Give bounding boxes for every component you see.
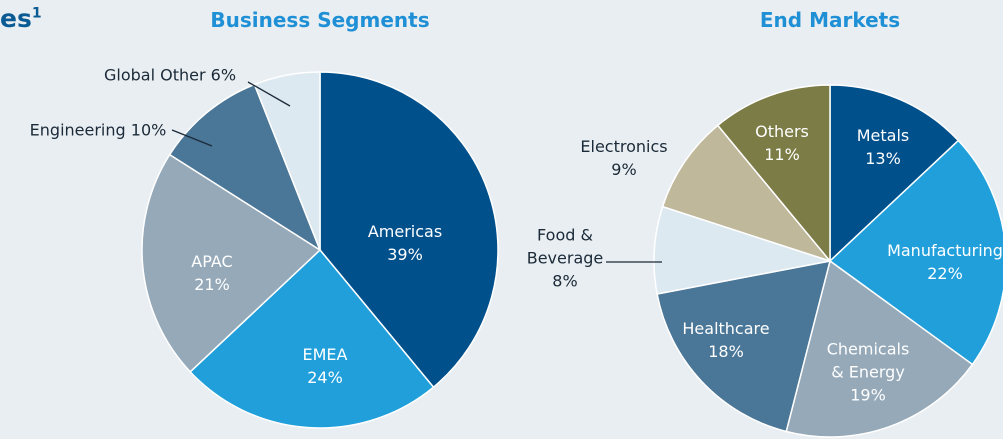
pie-slice [828, 139, 1003, 366]
slice-value: 8% [552, 271, 578, 291]
pie-slice [168, 83, 322, 252]
title-text: es [0, 4, 32, 33]
slice-label: APAC 21% [191, 250, 232, 296]
leader-line [247, 81, 291, 107]
leader-line [171, 129, 213, 147]
slice-value: 21% [194, 275, 230, 294]
slice-value: 19% [850, 385, 886, 405]
slice-value: 9% [611, 160, 637, 179]
pie-slice [661, 124, 833, 263]
slice-label: EMEA 24% [303, 343, 348, 389]
slice-name: Chemicals & Energy [826, 339, 910, 382]
slice-name: Metals [856, 126, 910, 145]
slice-name: APAC [191, 252, 233, 271]
pie-slice [253, 71, 321, 251]
chart-title: End Markets [759, 8, 901, 32]
slice-name: Others [755, 122, 809, 141]
slice-value: 18% [708, 342, 744, 361]
slice-label: Americas 39% [368, 220, 442, 266]
slice-name: Food & Beverage [526, 225, 604, 268]
slice-label: Others 11% [755, 120, 809, 166]
slice-label: Healthcare 18% [682, 317, 769, 363]
slice-label: Metals 13% [857, 124, 910, 170]
pie-slice [141, 153, 322, 373]
slice-name: Engineering [29, 120, 126, 140]
slice-value: 24% [307, 368, 343, 387]
slice-label: Global Other 6% [104, 64, 236, 87]
slice-value: 39% [387, 245, 423, 264]
slice-name: EMEA [302, 345, 348, 364]
pie-slice [785, 259, 974, 438]
slice-value: 13% [865, 149, 901, 168]
slice-name: Electronics [580, 137, 668, 156]
pie-slice [656, 260, 832, 433]
slice-value: 6% [210, 65, 237, 85]
pie-slice [653, 205, 831, 295]
slice-value: 22% [927, 264, 963, 283]
slice-name: Americas [367, 222, 443, 241]
slice-value: 11% [764, 145, 800, 164]
slice-label: Engineering 10% [30, 119, 167, 142]
pie-slice [189, 248, 435, 429]
slice-label: Chemicals & Energy 19% [823, 338, 913, 407]
slice-name: Manufacturing [887, 241, 1003, 260]
slice-label: Food & Beverage 8% [525, 224, 605, 293]
slice-name: Healthcare [682, 319, 770, 338]
slice-value: 10% [130, 120, 167, 140]
title-fragment: es1 [0, 4, 42, 33]
footnote-mark: 1 [31, 5, 42, 22]
pie-slice [829, 84, 960, 263]
slice-label: Electronics 9% [580, 135, 667, 181]
chart-title: Business Segments [210, 8, 430, 32]
slice-label: Manufacturing 22% [887, 239, 1003, 285]
pie-slice [716, 84, 831, 264]
pie-slice [319, 71, 499, 389]
slice-name: Global Other [103, 65, 206, 85]
